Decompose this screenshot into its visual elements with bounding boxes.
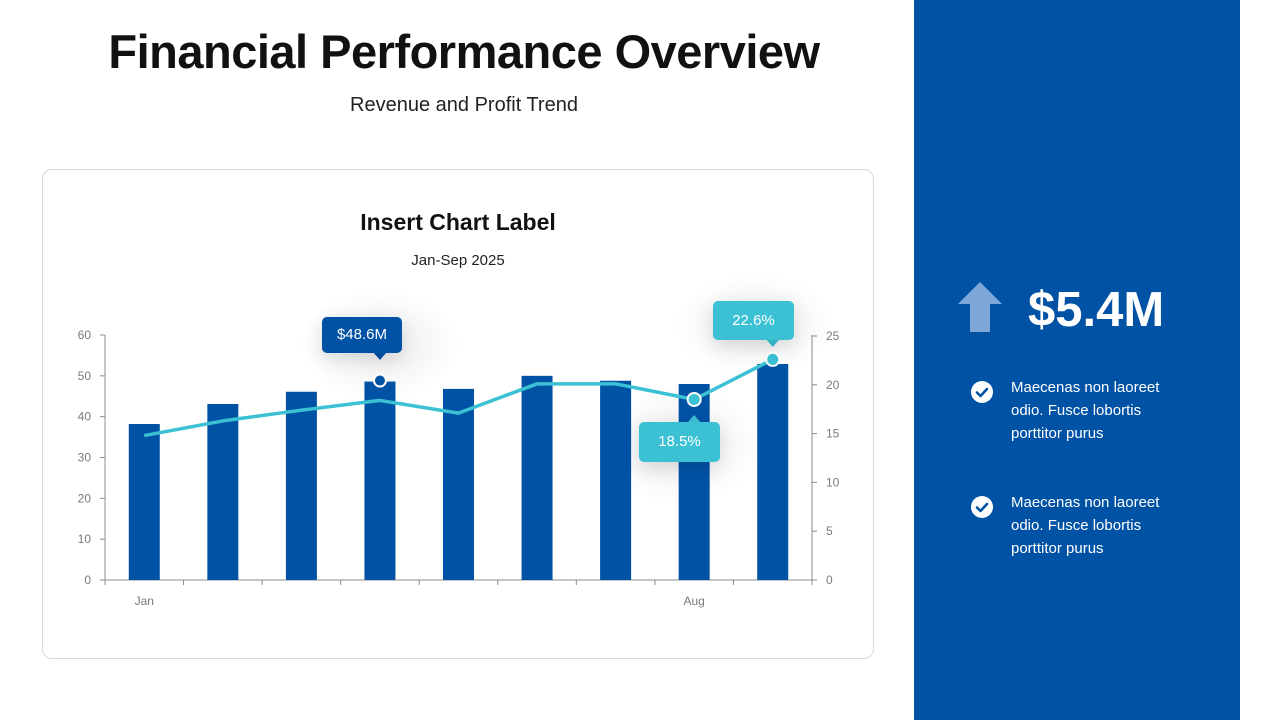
combo-chart: 01020304050600510152025JanAug xyxy=(78,275,840,608)
margin-marker xyxy=(686,391,702,407)
page-title: Financial Performance Overview xyxy=(108,25,820,78)
callout-margin-sep-text: 22.6% xyxy=(732,312,775,329)
check-circle-icon xyxy=(971,381,993,403)
sidebar-item-text: Maecenas non laoreet odio. Fusce loborti… xyxy=(1011,379,1160,442)
revenue-bar xyxy=(207,404,239,580)
left-y-tick-label: 50 xyxy=(78,369,92,383)
left-y-tick-label: 30 xyxy=(78,451,92,465)
revenue-bar xyxy=(285,391,317,580)
kpi-value: $5.4M xyxy=(1028,283,1165,337)
sidebar-item-text: Maecenas non laoreet odio. Fusce loborti… xyxy=(1011,494,1160,557)
sidebar-panel xyxy=(914,0,1240,720)
check-circle-icon xyxy=(971,496,993,518)
revenue-bar xyxy=(521,375,553,580)
left-y-tick-label: 60 xyxy=(78,328,92,342)
left-y-tick-label: 10 xyxy=(78,532,92,546)
right-y-tick-label: 10 xyxy=(826,475,840,489)
revenue-bar xyxy=(443,388,474,580)
margin-marker xyxy=(765,351,781,367)
chart-subtitle: Jan-Sep 2025 xyxy=(411,252,505,269)
margin-line xyxy=(143,357,774,438)
right-y-tick-label: 5 xyxy=(826,524,833,538)
callout-margin-sep: 22.6% xyxy=(713,301,794,340)
arrow-up-icon xyxy=(958,282,1002,332)
left-y-tick-label: 0 xyxy=(84,573,91,587)
revenue-bar xyxy=(364,381,396,580)
left-y-tick-label: 20 xyxy=(78,491,92,505)
page-subtitle: Revenue and Profit Trend xyxy=(350,94,578,116)
x-tick-label: Aug xyxy=(683,594,704,608)
callout-revenue: $48.6M xyxy=(322,317,402,353)
revenue-bar xyxy=(678,384,710,580)
chart-title: Insert Chart Label xyxy=(360,209,556,235)
revenue-bar xyxy=(600,380,632,580)
revenue-bar xyxy=(128,424,160,580)
callout-margin-aug-text: 18.5% xyxy=(658,433,701,450)
left-y-tick-label: 40 xyxy=(78,410,92,424)
right-y-tick-label: 15 xyxy=(826,427,840,441)
right-y-tick-label: 20 xyxy=(826,378,840,392)
x-tick-label: Jan xyxy=(135,594,154,608)
callout-revenue-text: $48.6M xyxy=(336,326,388,343)
revenue-bar xyxy=(757,363,789,580)
revenue-marker xyxy=(372,373,387,388)
callout-margin-aug: 18.5% xyxy=(639,422,720,462)
right-y-tick-label: 0 xyxy=(826,573,833,587)
